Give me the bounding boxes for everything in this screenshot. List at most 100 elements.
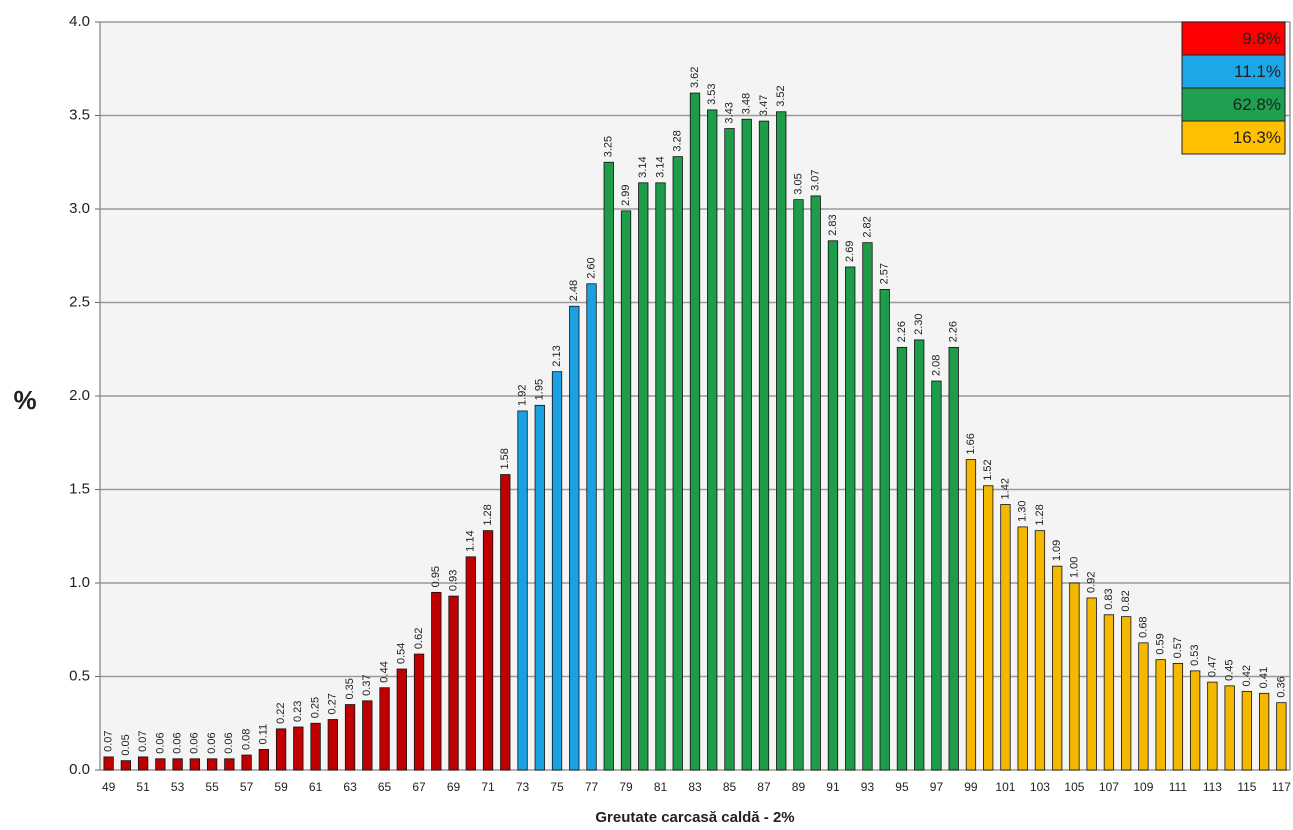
bar <box>362 700 373 771</box>
bar <box>655 182 666 771</box>
y-tick-label: 3.5 <box>69 106 90 123</box>
x-tick-label: 63 <box>343 780 357 794</box>
x-tick-label: 89 <box>792 780 806 794</box>
data-label: 2.13 <box>551 345 563 366</box>
data-label: 2.69 <box>844 241 856 262</box>
bar <box>551 371 563 771</box>
data-label: 0.93 <box>447 570 459 591</box>
bar <box>1207 681 1218 771</box>
x-tick-label: 69 <box>447 780 461 794</box>
x-tick-label: 55 <box>205 780 219 794</box>
data-label: 0.82 <box>1120 590 1132 611</box>
bar <box>1052 565 1063 771</box>
bar <box>465 556 476 771</box>
data-label: 3.05 <box>792 173 804 194</box>
x-tick-label: 97 <box>930 780 944 794</box>
bar <box>586 283 597 771</box>
bar <box>241 754 252 771</box>
bar <box>914 339 925 771</box>
bar <box>327 719 338 771</box>
data-label: 3.14 <box>637 156 649 177</box>
data-label: 0.06 <box>172 732 184 753</box>
x-tick-label: 91 <box>826 780 840 794</box>
x-tick-label: 117 <box>1272 780 1291 794</box>
data-label: 0.41 <box>1258 667 1270 688</box>
data-label: 0.23 <box>292 701 304 722</box>
data-label: 1.28 <box>482 504 494 525</box>
data-label: 0.83 <box>1103 588 1115 609</box>
x-tick-label: 75 <box>550 780 564 794</box>
bar <box>810 195 821 771</box>
x-tick-label: 51 <box>136 780 150 794</box>
bar <box>603 161 614 771</box>
bar <box>1069 582 1080 771</box>
x-tick-label: 101 <box>995 780 1015 794</box>
y-tick-label: 3.0 <box>69 200 90 217</box>
data-label: 0.06 <box>206 732 218 753</box>
data-label: 3.25 <box>603 136 615 157</box>
x-tick-label: 103 <box>1030 780 1050 794</box>
bar <box>482 530 494 771</box>
bar <box>931 380 942 771</box>
data-label: 0.08 <box>241 729 253 750</box>
bar <box>155 758 166 771</box>
bar <box>1258 692 1270 771</box>
bar <box>1086 597 1097 771</box>
bar <box>1155 659 1166 771</box>
bar <box>500 474 511 771</box>
data-label: 0.62 <box>413 628 425 649</box>
x-tick-label: 113 <box>1203 780 1222 794</box>
data-label: 0.45 <box>1224 659 1236 680</box>
data-label: 0.06 <box>154 732 166 753</box>
data-label: 0.57 <box>1172 637 1184 658</box>
bar <box>638 182 649 771</box>
bar <box>689 92 701 771</box>
data-label: 3.07 <box>810 169 822 190</box>
bar <box>569 305 580 771</box>
data-label: 0.07 <box>103 730 115 751</box>
data-label: 2.83 <box>827 214 839 235</box>
x-tick-label: 67 <box>412 780 426 794</box>
data-label: 0.05 <box>120 734 132 755</box>
data-label: 0.54 <box>396 643 408 664</box>
legend-swatch <box>1181 54 1286 89</box>
y-axis-label: % <box>13 385 36 415</box>
x-tick-label: 49 <box>102 780 116 794</box>
bar <box>1103 614 1115 771</box>
bar <box>189 758 200 771</box>
data-label: 1.28 <box>1034 504 1046 525</box>
bar <box>379 687 390 771</box>
legend-swatch <box>1181 21 1286 56</box>
data-label: 2.57 <box>879 263 891 284</box>
data-label: 1.09 <box>1051 540 1063 561</box>
bar <box>862 242 873 771</box>
data-label: 0.44 <box>378 661 390 682</box>
y-tick-label: 0.0 <box>69 761 90 778</box>
data-label: 1.14 <box>465 530 477 551</box>
bar <box>620 210 632 771</box>
bar <box>172 758 183 771</box>
bar <box>1034 530 1046 771</box>
data-label: 3.52 <box>775 85 787 106</box>
data-label: 0.53 <box>1189 644 1201 665</box>
data-label: 0.47 <box>1206 656 1218 677</box>
bar <box>1000 504 1011 771</box>
bar <box>896 346 908 771</box>
bar <box>206 758 218 771</box>
data-label: 1.52 <box>982 459 994 480</box>
data-label: 2.26 <box>948 321 960 342</box>
data-label: 3.14 <box>654 156 666 177</box>
x-tick-label: 99 <box>964 780 978 794</box>
bar <box>103 756 114 771</box>
data-label: 2.26 <box>896 321 908 342</box>
data-label: 2.48 <box>568 280 580 301</box>
bar <box>344 704 356 771</box>
x-tick-label: 79 <box>619 780 633 794</box>
data-label: 0.27 <box>327 693 339 714</box>
bar <box>310 722 321 771</box>
x-tick-label: 115 <box>1237 780 1256 794</box>
x-tick-label: 57 <box>240 780 254 794</box>
legend-label: 62.8% <box>1233 95 1281 114</box>
data-label: 2.60 <box>585 257 597 278</box>
